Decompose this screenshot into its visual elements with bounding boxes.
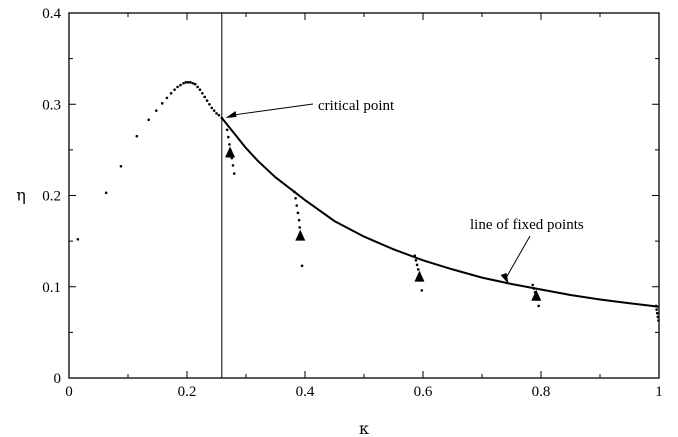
y-tick-label: 0.4 (42, 6, 61, 22)
flow-dot (193, 82, 197, 86)
annotations: critical point line of fixed points (225, 98, 584, 285)
descent-dot (416, 268, 420, 271)
plot-area-border (68, 12, 660, 379)
flow-dot (215, 112, 218, 115)
flow-dot (196, 85, 199, 89)
descent-dot (228, 143, 231, 146)
descent-dot (296, 211, 300, 215)
flow-dot (76, 238, 80, 241)
critical-point-arrowhead (225, 110, 237, 118)
descent-dot (531, 283, 535, 287)
flow-arrowhead (295, 229, 306, 241)
flow-dot (169, 92, 173, 95)
y-tick-label: 0 (54, 371, 62, 387)
critical-point-pointer (233, 103, 314, 116)
descent-dot (297, 218, 301, 222)
x-axis-label: κ (359, 419, 369, 437)
flow-dot (208, 102, 211, 106)
descent-dot (415, 263, 419, 267)
flow-dot (217, 113, 221, 117)
flow-dot (184, 81, 188, 84)
descent-dot (295, 204, 299, 207)
descent-dot (293, 190, 296, 194)
x-tick-label: 0.6 (414, 384, 433, 400)
flow-arrowhead (414, 270, 425, 282)
flow-dot (203, 95, 206, 99)
flow-dot (212, 109, 216, 112)
descent-dot (231, 164, 235, 167)
y-tick-label: 0.2 (42, 189, 61, 205)
flow-dot (189, 81, 192, 84)
flow-dot (104, 191, 108, 195)
flow-dot (198, 88, 202, 91)
flow-dot (173, 88, 176, 91)
flow-dot (186, 81, 190, 84)
x-tick-label: 1 (655, 384, 663, 400)
ticks: 0 0.2 0.4 0.6 0.8 1 0 0.1 0.2 0.3 0.4 (42, 6, 663, 400)
descent-dot (537, 304, 540, 308)
descent-dot (414, 258, 418, 262)
x-tick-label: 0.4 (296, 384, 315, 400)
fixed-points-pointer (506, 235, 531, 278)
x-tick-label: 0 (65, 384, 73, 400)
descent-dot (225, 128, 229, 132)
flow-dot (165, 96, 169, 100)
critical-point-label: critical point (318, 98, 395, 114)
descent-dot (298, 226, 301, 229)
plot-frame (68, 12, 660, 379)
flow-dot (176, 85, 179, 89)
flow-arrowhead (531, 289, 542, 301)
flow-dot (210, 106, 214, 110)
flow-dot (191, 81, 195, 85)
descent-dot (300, 264, 304, 268)
descent-dot (232, 172, 236, 175)
fixed-points-arrowhead (500, 273, 509, 285)
flow-dot (119, 165, 123, 168)
flow-dot (179, 83, 182, 87)
fixed-points-line (221, 117, 660, 308)
x-tick-label: 0.8 (532, 384, 551, 400)
descent-dot (532, 287, 536, 290)
flow-dot (182, 81, 185, 85)
descent-dot (227, 135, 230, 139)
descent-dot (654, 304, 658, 308)
flow-arrowhead (225, 146, 236, 158)
y-axis-label: η (16, 186, 26, 205)
descent-dot (655, 308, 658, 311)
flow-dot (155, 109, 158, 112)
flow-dot (135, 134, 139, 138)
flow-dot (201, 92, 204, 95)
descent-dot (413, 254, 417, 258)
flow-dot (160, 102, 164, 105)
y-tick-label: 0.3 (42, 97, 61, 113)
descent-dot (294, 196, 297, 200)
descent-dot (657, 319, 660, 322)
flow-dot (147, 118, 150, 122)
y-tick-label: 0.1 (42, 280, 61, 296)
descent-dot (420, 289, 424, 292)
marks (76, 13, 660, 378)
descent-dot (656, 315, 660, 319)
flow-dot (205, 99, 209, 102)
fixed-points-label: line of fixed points (470, 217, 584, 233)
x-tick-label: 0.2 (178, 384, 197, 400)
descent-dot (655, 311, 659, 315)
